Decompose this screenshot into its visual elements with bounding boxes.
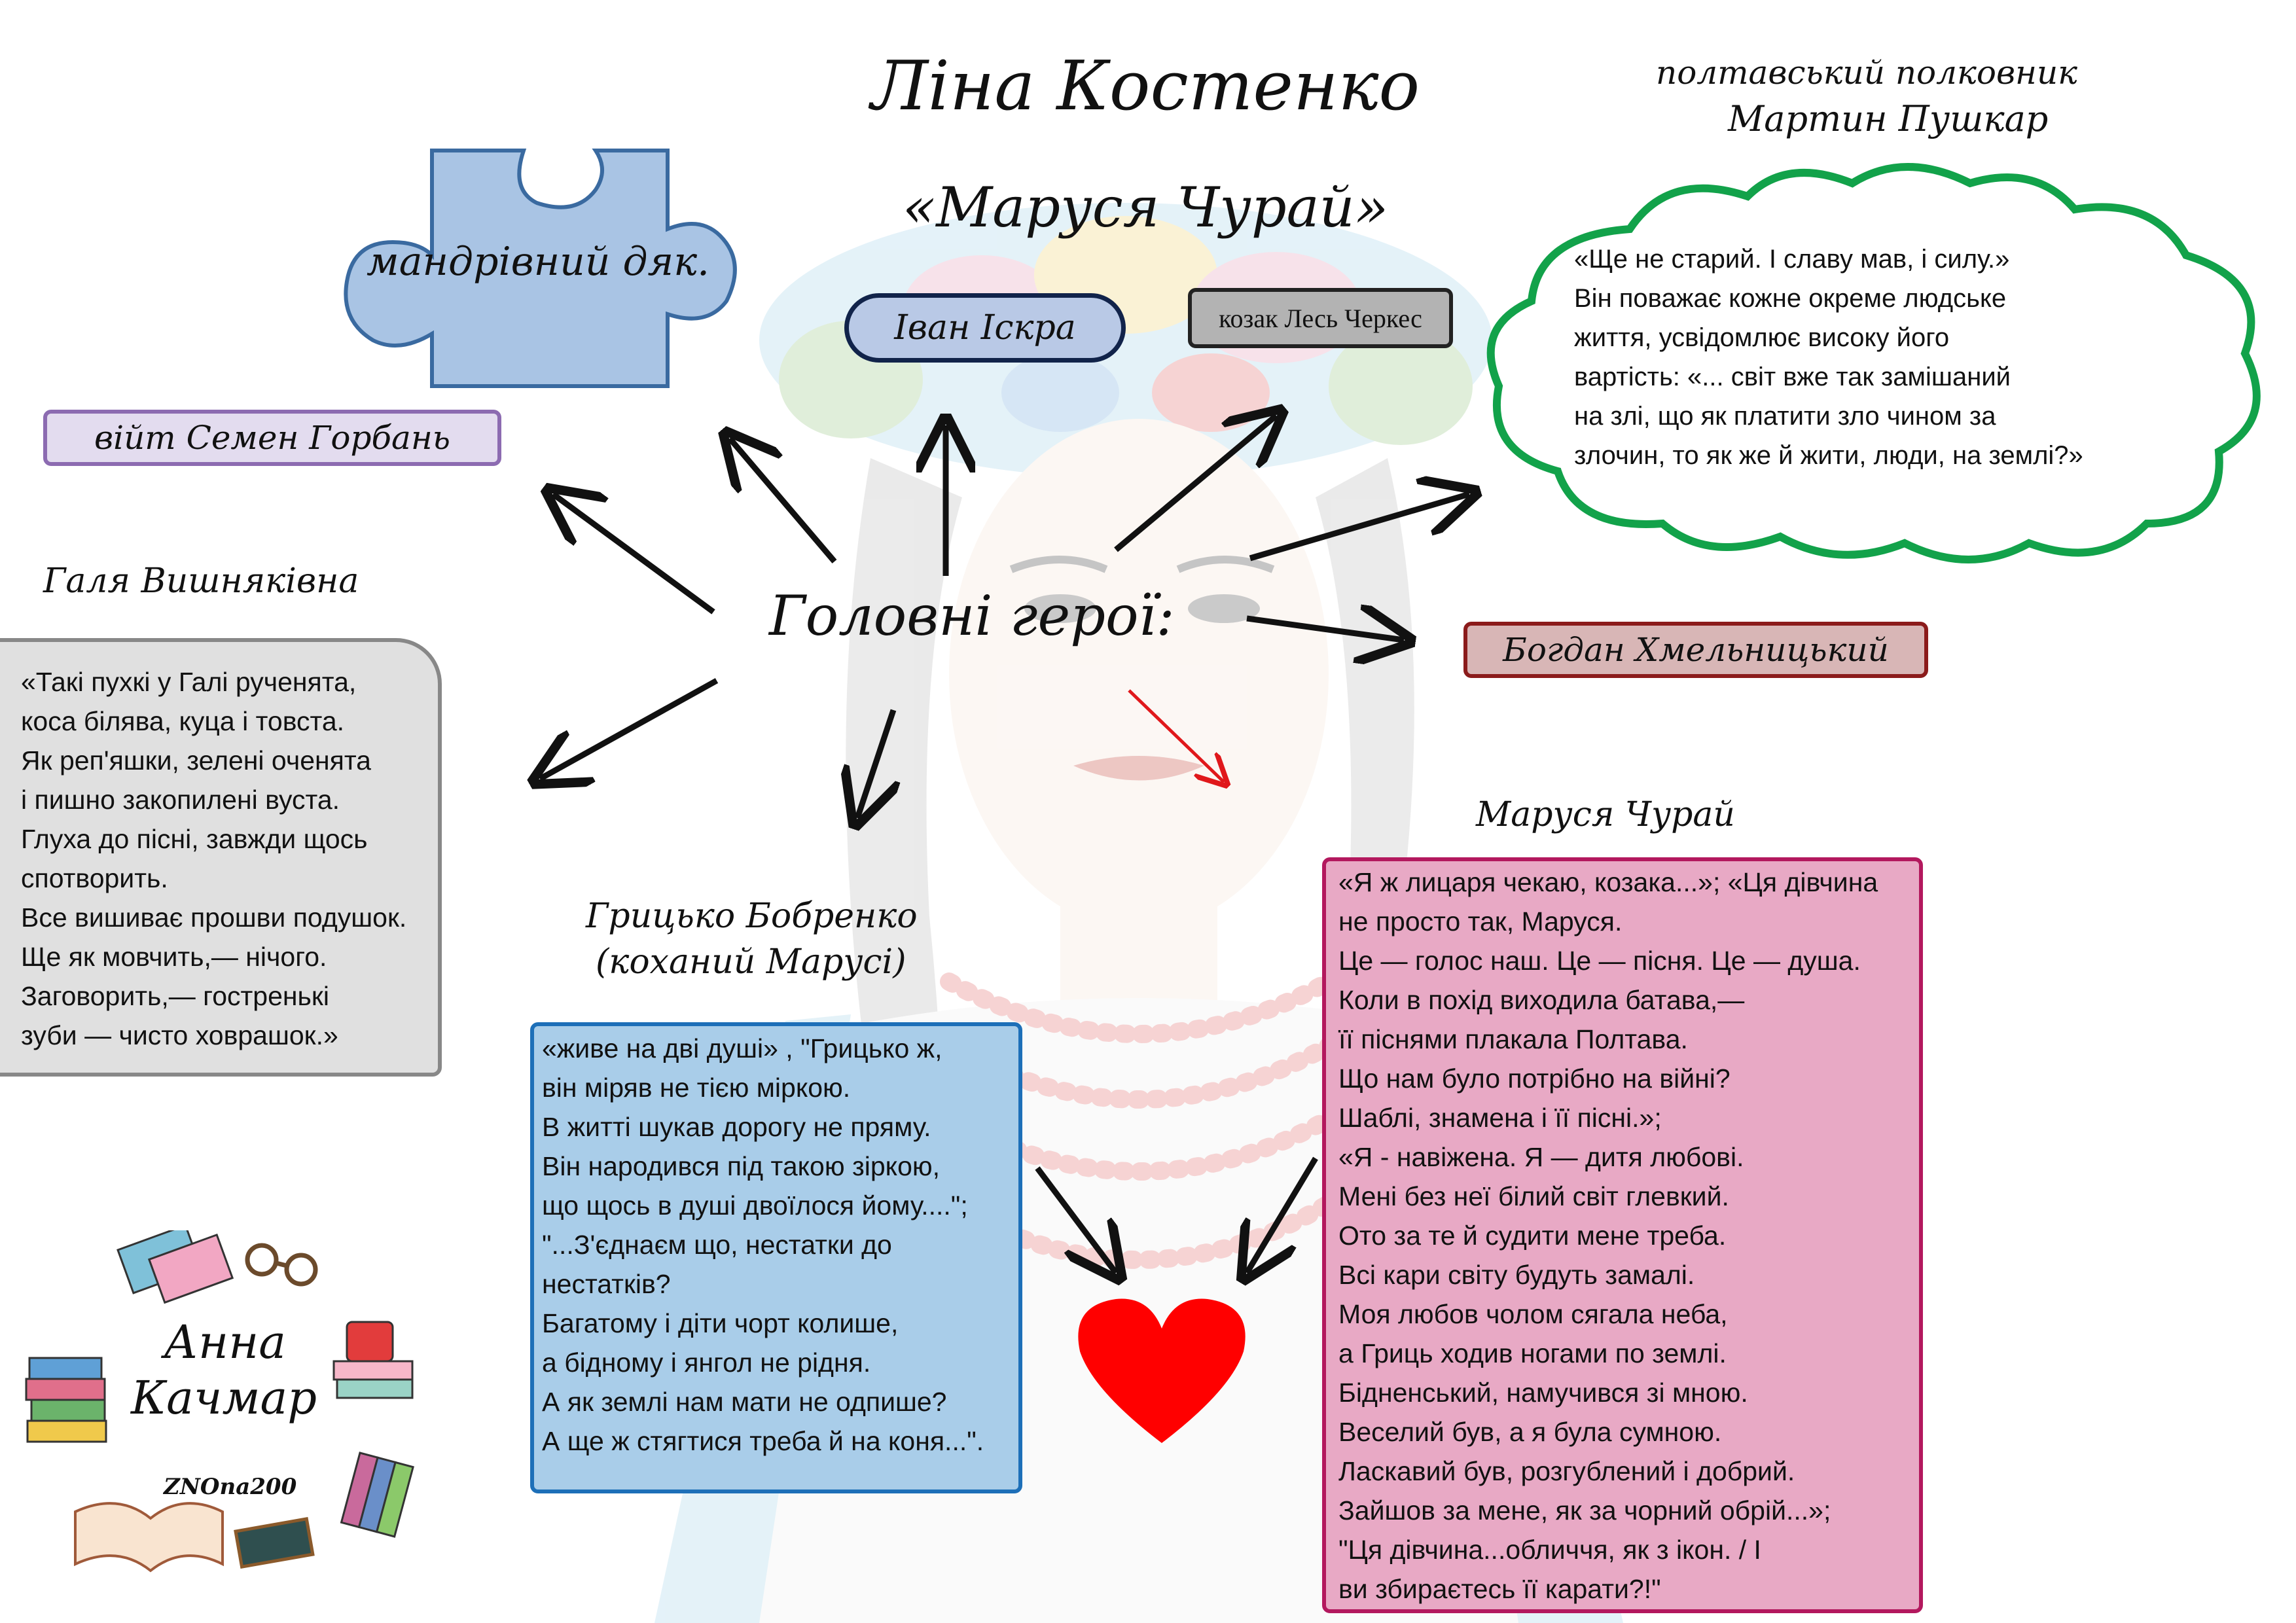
quote-line: Він поважає кожне окреме людське (1574, 284, 2007, 313)
quote-line: Це — голос наш. Це — пісня. Це — душа. (1338, 946, 1861, 976)
semen-label: війт Семен Горбань (94, 419, 451, 457)
quote-line: Глуха до пісні, завжди щось (21, 824, 368, 854)
author-logo: Анна Качмар ZNOna200 (20, 1230, 452, 1597)
hryts-note: (коханий Марусі) (596, 942, 906, 982)
quote-line: Ще як мовчить,— нічого. (21, 942, 327, 972)
les-label: козак Лесь Черкес (1219, 303, 1422, 333)
chalkboard-icon (234, 1517, 315, 1569)
quote-line: "Ця дівчина...обличчя, як з ікон. / І (1338, 1535, 1761, 1565)
quote-line: вартість: «... світ вже так замішаний (1574, 363, 2011, 391)
books-right-icon (340, 1452, 414, 1538)
quote-line: «Такі пухкі у Галі рученята, (21, 667, 357, 697)
hryts-quote-box (530, 1022, 1022, 1493)
work-title: «Маруся Чурай» (902, 175, 1389, 240)
halia-title: Галя Вишняківна (43, 562, 359, 601)
quote-line: «живе на дві душі» , "Грицько ж, (542, 1033, 942, 1063)
quote-line: що щось в душі двоїлося йому...."; (542, 1190, 968, 1221)
pushkar-cloud-shape (1486, 163, 2261, 563)
quote-line: Ото за те й судити мене треба. (1338, 1221, 1727, 1251)
bohdan-box: Богдан Хмельницький (1463, 622, 1928, 678)
arrow-hryts-to-heart (1035, 1166, 1116, 1273)
hryts-quote: «живе на дві душі» , "Грицько ж, він мір… (542, 1029, 984, 1461)
book-stack-icon (25, 1357, 107, 1443)
dyak-label: мандрівний дяк. (367, 239, 710, 285)
arrow-to-hryts (857, 709, 893, 818)
quote-line: Мені без неї білий світ глевкий. (1338, 1181, 1729, 1211)
marusia-title: Маруся Чурай (1476, 795, 1735, 834)
glasses-icon (245, 1243, 318, 1287)
quote-line: Всі кари світу будуть замалі. (1338, 1260, 1695, 1290)
heart-icon (1078, 1298, 1246, 1443)
quote-line: не просто так, Маруся. (1338, 906, 1623, 936)
quote-line: А ще ж стягтися треба й на коня...". (542, 1426, 984, 1456)
pushkar-title: полтавський полковник (1656, 54, 2078, 92)
semen-box: війт Семен Горбань (43, 410, 501, 466)
author-title: Ліна Костенко (870, 46, 1420, 126)
hryts-title: Грицько Бобренко (586, 897, 918, 936)
halia-quote: «Такі пухкі у Галі рученята, коса білява… (21, 662, 406, 1055)
quote-line: Зайшов за мене, як за чорний обрій...»; (1338, 1495, 1831, 1525)
mug-icon (332, 1321, 414, 1399)
quote-line: і пишно закопилені вуста. (21, 785, 340, 815)
quote-line: на злі, що як платити зло чином за (1574, 402, 1996, 431)
bohdan-label: Богдан Хмельницький (1503, 631, 1889, 669)
quote-line: Багатому і діти чорт колише, (542, 1308, 899, 1338)
puzzle-piece-shape (344, 149, 737, 388)
quote-line: Шаблі, знамена і її пісні.»; (1338, 1103, 1662, 1133)
quote-line: В житті шукав дорогу не пряму. (542, 1112, 931, 1142)
open-book-icon (74, 1502, 224, 1573)
quote-line: «Я - навіжена. Я — дитя любові. (1338, 1142, 1744, 1172)
quote-line: Коли в похід виходила батава,— (1338, 985, 1745, 1015)
quote-line: зуби — чисто ховрашок.» (21, 1020, 338, 1050)
quote-line: "...З'єднаєм що, нестатки до (542, 1230, 892, 1260)
quote-line: «Я ж лицаря чекаю, козака...»; «Ця дівчи… (1338, 867, 1878, 897)
quote-line: Як реп'яшки, зелені оченята (21, 745, 371, 776)
ivan-label: Іван Іскра (894, 308, 1076, 348)
arrow-to-marusia (1128, 689, 1224, 782)
arrow-to-dyak (730, 438, 837, 563)
les-box: козак Лесь Черкес (1188, 288, 1453, 348)
halia-quote-box (0, 638, 442, 1077)
quote-line: нестатків? (542, 1269, 671, 1299)
quote-line: Що нам було потрібно на війні? (1338, 1063, 1731, 1094)
quote-line: Він народився під такою зіркою, (542, 1151, 941, 1181)
arrow-to-pushkar (1249, 494, 1469, 562)
arrow-to-semen (553, 494, 715, 615)
quote-line: А як землі нам мати не одпише? (542, 1387, 947, 1417)
logo-name-line1: Анна (164, 1315, 286, 1369)
quote-line: Моя любов чолом сягала неба, (1338, 1299, 1728, 1329)
arrow-to-bohdan (1246, 618, 1404, 640)
center-label: Головні герої: (769, 584, 1175, 648)
quote-line: «Ще не старий. І славу мав, і силу.» (1574, 245, 2010, 274)
quote-line: спотворить. (21, 863, 168, 893)
quote-line: життя, усвідомлює високу його (1574, 323, 1950, 352)
books-icon (117, 1230, 234, 1304)
logo-sign: ZNOna200 (164, 1474, 297, 1500)
pushkar-name: Мартин Пушкар (1728, 98, 2049, 139)
quote-line: її піснями плакала Полтава. (1338, 1024, 1688, 1054)
pushkar-quote: «Ще не старий. І славу мав, і силу.» Він… (1574, 240, 2083, 475)
arrow-to-halia (540, 678, 719, 779)
quote-line: а бідному і янгол не рідня. (542, 1347, 871, 1378)
quote-line: коса білява, куца і товста. (21, 706, 345, 736)
quote-line: а Гриць ходив ногами по землі. (1338, 1338, 1727, 1368)
quote-line: Веселий був, а я була сумною. (1338, 1417, 1722, 1447)
logo-name-line2: Качмар (131, 1371, 317, 1425)
arrow-to-les (1114, 416, 1276, 552)
marusia-quote-box (1322, 857, 1923, 1613)
marusia-quote: «Я ж лицаря чекаю, козака...»; «Ця дівчи… (1338, 863, 1878, 1609)
quote-line: Ласкавий був, розгублений і добрий. (1338, 1456, 1795, 1486)
quote-line: Все вишиває прошви подушок. (21, 902, 407, 933)
quote-line: ви збираєтесь її карати?!" (1338, 1574, 1661, 1604)
ivan-oval: Іван Іскра (844, 293, 1126, 363)
quote-line: Бідненський, намучився зі мною. (1338, 1378, 1748, 1408)
logo-icons (25, 1230, 414, 1573)
arrow-marusia-to-heart (1247, 1156, 1318, 1273)
quote-line: Заговорить,— гостренькі (21, 981, 329, 1011)
quote-line: злочин, то як же й жити, люди, на землі?… (1574, 441, 2083, 470)
quote-line: він міряв не тією міркою. (542, 1073, 851, 1103)
